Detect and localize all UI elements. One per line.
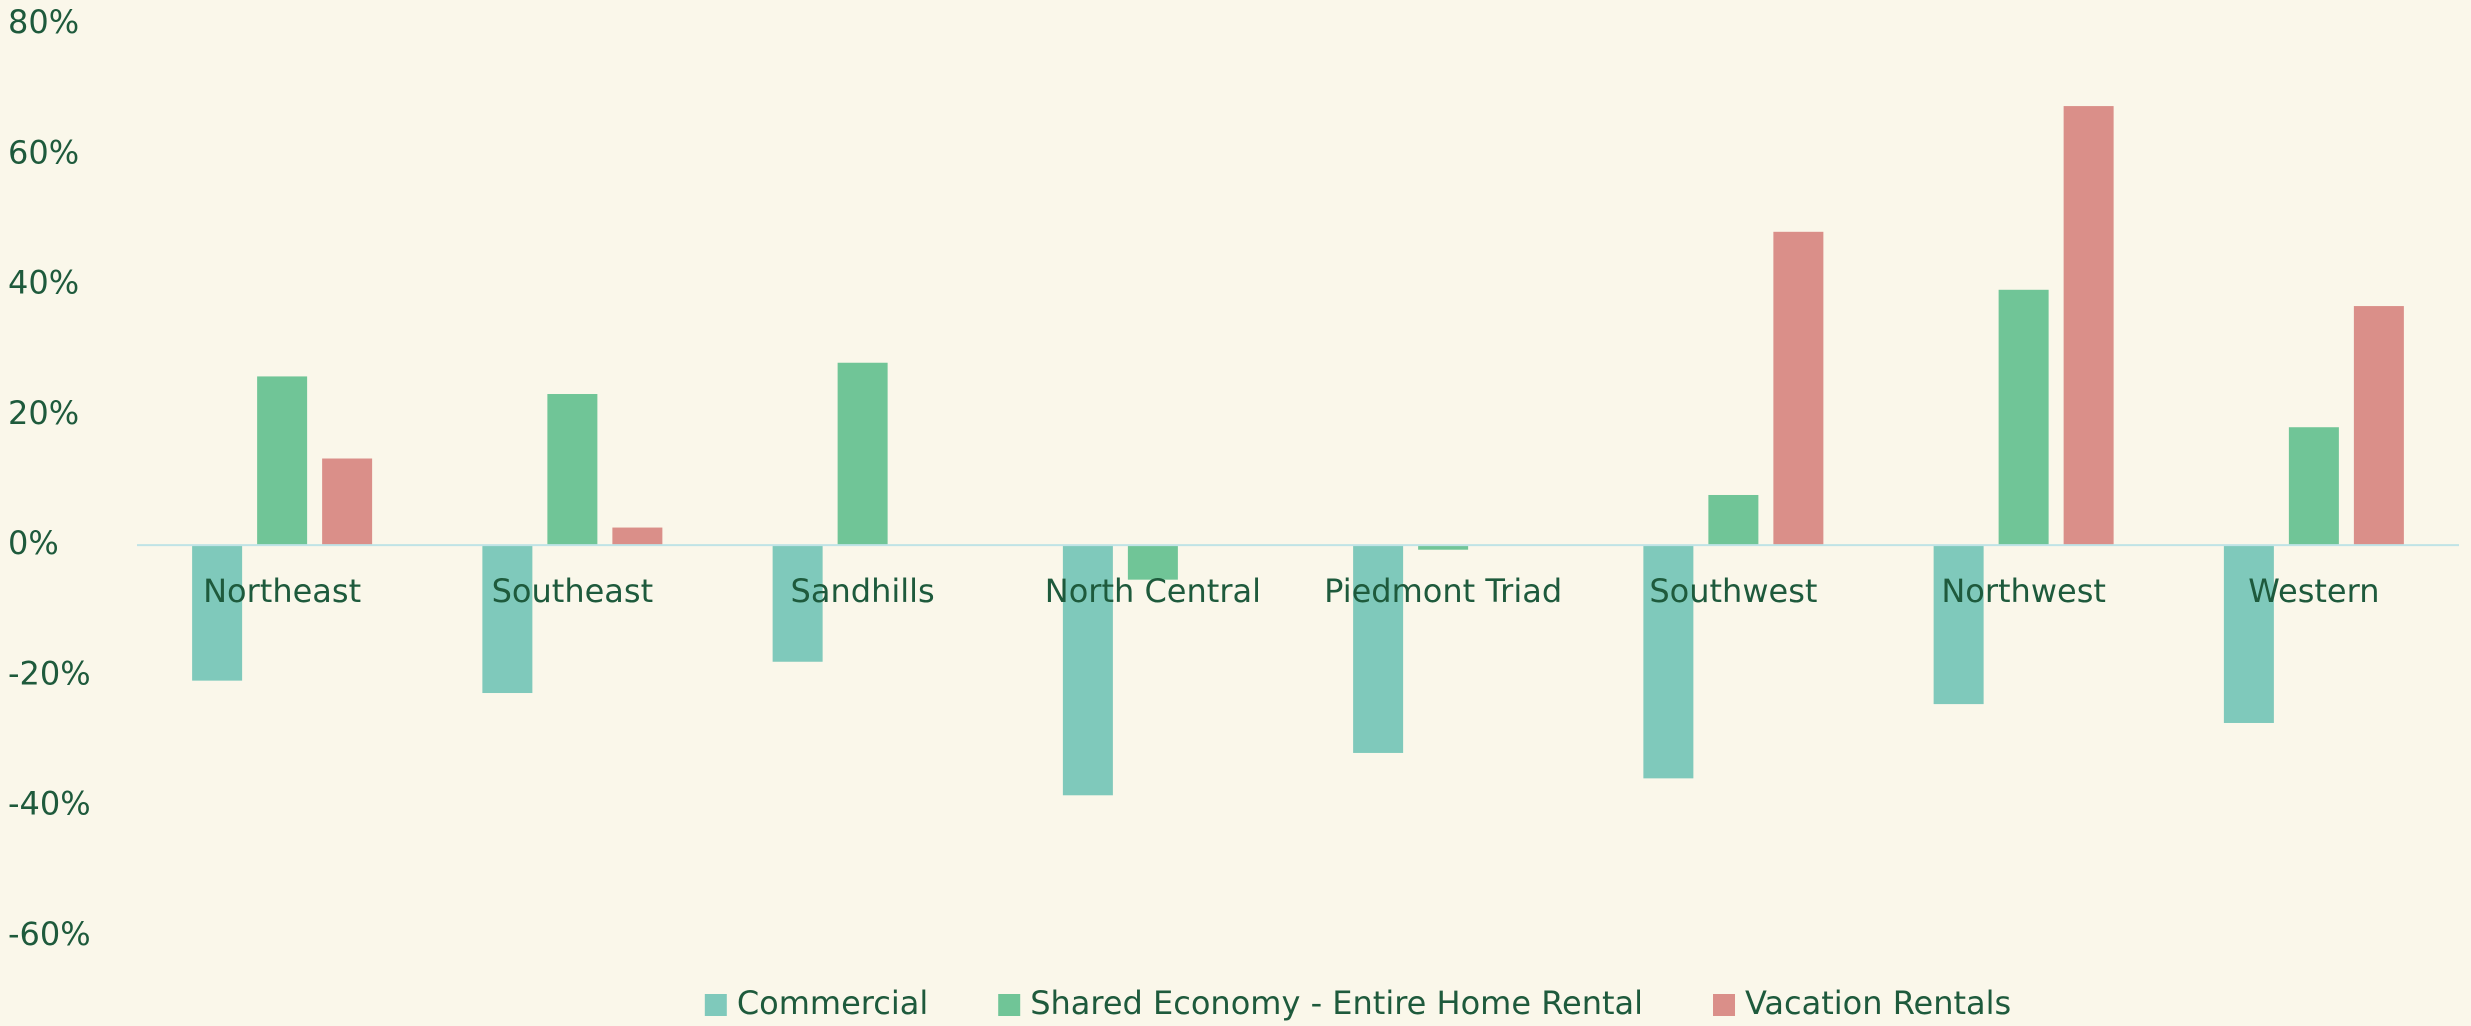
x-tick-label: Southwest <box>1649 572 1817 610</box>
y-tick-label: -20% <box>8 654 91 692</box>
bar <box>2063 106 2114 546</box>
bar <box>772 545 823 662</box>
y-tick-label: -60% <box>8 915 91 953</box>
legend-label: Shared Economy - Entire Home Rental <box>1030 984 1643 1022</box>
y-tick-label: 0% <box>8 524 59 562</box>
bar <box>2288 427 2339 546</box>
x-tick-label: Piedmont Triad <box>1324 572 1562 610</box>
bar <box>1708 494 1759 546</box>
legend-swatch <box>704 994 727 1016</box>
bar <box>547 394 598 546</box>
legend-swatch <box>1713 994 1736 1016</box>
bar <box>1353 545 1404 753</box>
legend-label: Commercial <box>737 984 928 1022</box>
bar <box>1418 545 1469 550</box>
x-tick-label: North Central <box>1045 572 1261 610</box>
x-tick-label: Western <box>2248 572 2379 610</box>
y-tick-label: 40% <box>8 264 79 302</box>
bar <box>837 362 888 546</box>
x-tick-label: Southeast <box>492 572 654 610</box>
x-tick-label: Sandhills <box>791 572 935 610</box>
bar <box>1062 545 1113 796</box>
bar <box>192 545 243 681</box>
y-tick-label: -40% <box>8 785 91 823</box>
bar <box>612 527 663 546</box>
bar <box>1773 231 1824 546</box>
bar <box>322 458 373 546</box>
bar <box>1127 545 1178 580</box>
bar <box>2223 545 2274 723</box>
bar <box>2353 306 2404 546</box>
bar <box>1998 289 2049 546</box>
x-tick-label: Northwest <box>1941 572 2106 610</box>
y-tick-label: 80% <box>8 3 79 41</box>
bar <box>1643 545 1694 779</box>
bar <box>1933 545 1984 705</box>
y-tick-label: 20% <box>8 394 79 432</box>
bar <box>482 545 533 694</box>
y-tick-label: 60% <box>8 133 79 171</box>
bar <box>257 376 308 546</box>
x-tick-label: Northeast <box>203 572 361 610</box>
legend-label: Vacation Rentals <box>1745 984 2011 1022</box>
legend-swatch <box>998 994 1021 1016</box>
